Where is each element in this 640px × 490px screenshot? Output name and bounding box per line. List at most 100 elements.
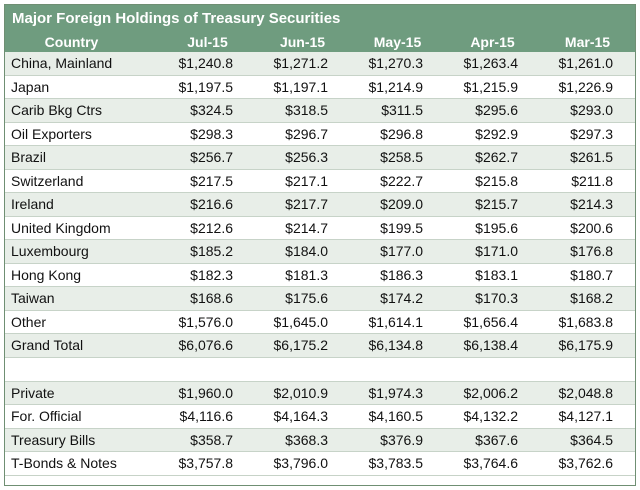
cell-value: $212.6: [160, 216, 255, 240]
cell-value: $324.5: [160, 98, 255, 123]
row-label: Hong Kong: [5, 263, 160, 287]
cell-value: $6,175.2: [255, 333, 350, 358]
table-row: Private $1,960.0 $2,010.9 $1,974.3 $2,006.2 $…: [5, 381, 635, 405]
cell-value: $211.8: [540, 169, 635, 193]
cell-value: $358.7: [160, 428, 255, 452]
column-header: May-15: [373, 34, 422, 50]
cell-value: $376.9: [350, 428, 445, 452]
cell-value: $170.3: [445, 286, 540, 311]
cell-value: $175.6: [255, 286, 350, 311]
cell-value: $1,226.9: [540, 75, 635, 99]
cell-value: $200.6: [540, 216, 635, 240]
cell-value: $296.7: [255, 122, 350, 146]
cell-value: $1,197.5: [160, 75, 255, 99]
cell-value: $368.3: [255, 428, 350, 452]
cell-value: $2,048.8: [540, 381, 635, 405]
cell-value: $217.5: [160, 169, 255, 193]
table-row: Hong Kong $182.3 $181.3 $186.3 $183.1 $180.7: [5, 263, 635, 287]
cell-value: $1,263.4: [445, 52, 540, 76]
cell-value: $1,645.0: [255, 310, 350, 334]
cell-value: $256.7: [160, 145, 255, 170]
cell-value: $217.1: [255, 169, 350, 193]
table-row: Grand Total $6,076.6 $6,175.2 $6,134.8 $6,13…: [5, 333, 635, 358]
cell-value: $3,783.5: [350, 451, 445, 476]
row-label: T-Bonds & Notes: [5, 451, 160, 476]
cell-value: $2,006.2: [445, 381, 540, 405]
cell-value: $4,132.2: [445, 404, 540, 429]
cell-value: $215.7: [445, 192, 540, 217]
cell-value: $184.0: [255, 239, 350, 264]
table-row: Luxembourg $185.2 $184.0 $177.0 $171.0 $176.8: [5, 239, 635, 264]
holdings-table: Country Jul-15 Jun-15 May-15 Apr-15 Mar-…: [5, 33, 635, 476]
table-body: China, Mainland $1,240.8 $1,271.2 $1,270.3 $…: [5, 52, 635, 476]
cell-value: $168.6: [160, 286, 255, 311]
table-row: Oil Exporters $298.3 $296.7 $296.8 $292.9 $29…: [5, 122, 635, 146]
cell-value: $217.7: [255, 192, 350, 217]
table-row: China, Mainland $1,240.8 $1,271.2 $1,270.3 $…: [5, 52, 635, 76]
row-label: Private: [5, 381, 160, 405]
cell-value: $364.5: [540, 428, 635, 452]
cell-value: $3,757.8: [160, 451, 255, 476]
cell-value: $1,576.0: [160, 310, 255, 334]
cell-value: $171.0: [445, 239, 540, 264]
cell-value: $214.7: [255, 216, 350, 240]
header-row: Country Jul-15 Jun-15 May-15 Apr-15 Mar-…: [5, 33, 635, 52]
row-label: Taiwan: [5, 286, 160, 311]
table-row: Taiwan $168.6 $175.6 $174.2 $170.3 $168.2: [5, 286, 635, 311]
row-label: China, Mainland: [5, 52, 160, 76]
table-row: Other $1,576.0 $1,645.0 $1,614.1 $1,656.4 $1,…: [5, 310, 635, 334]
cell-value: $292.9: [445, 122, 540, 146]
cell-value: $258.5: [350, 145, 445, 170]
cell-value: $1,240.8: [160, 52, 255, 76]
holdings-table-panel: Major Foreign Holdings of Treasury Secur…: [4, 4, 636, 486]
cell-value: $1,974.3: [350, 381, 445, 405]
cell-value: $262.7: [445, 145, 540, 170]
spacer-cell: [5, 357, 635, 381]
cell-value: $3,762.6: [540, 451, 635, 476]
cell-value: $4,116.6: [160, 404, 255, 429]
cell-value: $1,261.0: [540, 52, 635, 76]
cell-value: $311.5: [350, 98, 445, 123]
section-spacer: [5, 357, 635, 381]
row-label: Switzerland: [5, 169, 160, 193]
cell-value: $214.3: [540, 192, 635, 217]
cell-value: $1,270.3: [350, 52, 445, 76]
cell-value: $318.5: [255, 98, 350, 123]
cell-value: $177.0: [350, 239, 445, 264]
table-row: For. Official $4,116.6 $4,164.3 $4,160.5 $4,…: [5, 404, 635, 429]
row-label: Ireland: [5, 192, 160, 217]
cell-value: $1,656.4: [445, 310, 540, 334]
column-header: Apr-15: [470, 34, 515, 50]
cell-value: $367.6: [445, 428, 540, 452]
cell-value: $2,010.9: [255, 381, 350, 405]
cell-value: $209.0: [350, 192, 445, 217]
column-header: Country: [44, 34, 99, 50]
cell-value: $293.0: [540, 98, 635, 123]
row-label: Brazil: [5, 145, 160, 170]
cell-value: $6,076.6: [160, 333, 255, 358]
table-row: Switzerland $217.5 $217.1 $222.7 $215.8 $211.…: [5, 169, 635, 193]
cell-value: $176.8: [540, 239, 635, 264]
cell-value: $199.5: [350, 216, 445, 240]
row-label: For. Official: [5, 404, 160, 429]
cell-value: $1,214.9: [350, 75, 445, 99]
cell-value: $296.8: [350, 122, 445, 146]
row-label: Treasury Bills: [5, 428, 160, 452]
cell-value: $186.3: [350, 263, 445, 287]
cell-value: $181.3: [255, 263, 350, 287]
cell-value: $195.6: [445, 216, 540, 240]
row-label: Oil Exporters: [5, 122, 160, 146]
cell-value: $180.7: [540, 263, 635, 287]
cell-value: $174.2: [350, 286, 445, 311]
row-label: Other: [5, 310, 160, 334]
table-row: Brazil $256.7 $256.3 $258.5 $262.7 $261.5: [5, 145, 635, 170]
cell-value: $4,164.3: [255, 404, 350, 429]
cell-value: $1,683.8: [540, 310, 635, 334]
cell-value: $4,160.5: [350, 404, 445, 429]
cell-value: $185.2: [160, 239, 255, 264]
cell-value: $183.1: [445, 263, 540, 287]
cell-value: $216.6: [160, 192, 255, 217]
cell-value: $3,764.6: [445, 451, 540, 476]
table-row: Treasury Bills $358.7 $368.3 $376.9 $367.6 $3…: [5, 428, 635, 452]
cell-value: $256.3: [255, 145, 350, 170]
